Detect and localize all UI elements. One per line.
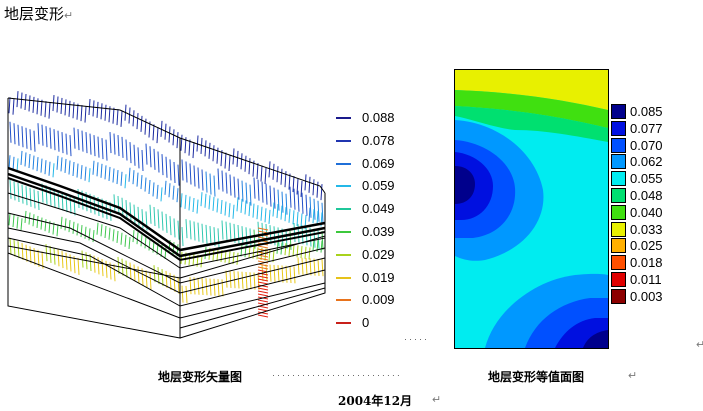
- legend-label: 0.039: [362, 224, 395, 239]
- block-wireframe: [7, 97, 326, 339]
- colorbar-label: 0.003: [630, 288, 663, 304]
- paragraph-mark: ↵: [64, 10, 74, 22]
- page-title: 地层变形↵: [4, 6, 73, 25]
- caption-right: 地层变形等值面图: [488, 370, 585, 384]
- vector-field: [8, 91, 324, 318]
- contour-band-033: [455, 70, 608, 110]
- legend-label: 0.029: [362, 246, 395, 262]
- colorbar-swatch: [611, 137, 626, 153]
- colorbar-swatch: [611, 204, 626, 220]
- colorbar-label: 0.040: [630, 204, 663, 220]
- paragraph-mark-right: ↵: [696, 339, 703, 351]
- colorbar-label: 0.011: [630, 272, 662, 287]
- colorbar-label: 0.048: [630, 188, 663, 203]
- colorbar-item: 0.077: [611, 120, 671, 136]
- legend-swatch-line: [336, 322, 351, 325]
- colorbar-item: 0.033: [611, 221, 671, 237]
- legend-label: 0.009: [362, 292, 395, 308]
- legend-swatch-line: [336, 253, 351, 256]
- colorbar-swatch: [611, 272, 626, 287]
- dot-leader: ·····: [404, 334, 429, 344]
- legend-label: 0.059: [362, 178, 395, 194]
- colorbar-label: 0.033: [630, 221, 663, 237]
- colorbar-swatch: [611, 154, 626, 170]
- caption-dot-leader: ··························: [272, 370, 402, 380]
- legend-label: 0.088: [362, 110, 395, 125]
- colorbar-item: 0.011: [611, 272, 671, 287]
- colorbar-swatch: [611, 188, 626, 203]
- legend-swatch-line: [336, 162, 351, 165]
- colorbar-item: 0.040: [611, 204, 671, 220]
- colorbar-item: 0.025: [611, 238, 671, 254]
- contour-band-040: [455, 90, 608, 128]
- legend-item: 0.029: [336, 246, 416, 262]
- colorbar-swatch: [611, 171, 626, 187]
- legend-label: 0.019: [362, 269, 395, 285]
- legend-item: 0.078: [336, 132, 416, 148]
- legend-item: 0.039: [336, 224, 416, 239]
- legend-item: 0.009: [336, 292, 416, 308]
- caption-left: 地层变形矢量图: [158, 370, 243, 384]
- legend-item: 0.019: [336, 269, 416, 285]
- legend-item: 0.088: [336, 110, 416, 125]
- colorbar-item: 0.055: [611, 171, 671, 187]
- colorbar-item: 0.085: [611, 104, 671, 119]
- legend-label: 0.049: [362, 201, 395, 217]
- colorbar-label: 0.018: [630, 255, 663, 271]
- colorbar-item: 0.018: [611, 255, 671, 271]
- colorbar-legend: 0.085 0.077 0.070 0.062 0.055 0.048 0.040 0.033…: [611, 104, 671, 314]
- colorbar-item: 0.070: [611, 137, 671, 153]
- legend-item: 0.069: [336, 155, 416, 171]
- colorbar-swatch: [611, 288, 626, 304]
- legend-swatch-line: [336, 117, 351, 119]
- legend-swatch-line: [336, 231, 351, 233]
- colorbar-label: 0.062: [630, 154, 663, 170]
- colorbar-label: 0.055: [630, 171, 663, 187]
- colorbar-item: 0.003: [611, 288, 671, 304]
- legend-swatch-line: [336, 139, 351, 142]
- colorbar-item: 0.048: [611, 188, 671, 203]
- legend-swatch-line: [336, 299, 351, 302]
- colorbar-label: 0.025: [630, 238, 663, 254]
- colorbar-label: 0.077: [630, 120, 663, 136]
- legend-swatch-line: [336, 208, 351, 211]
- caption-date: 2004年12月: [338, 394, 413, 408]
- colorbar-label: 0.085: [630, 104, 663, 119]
- paragraph-mark-date: ↵: [432, 394, 442, 406]
- colorbar-swatch: [611, 120, 626, 136]
- deformation-vector-figure: [7, 91, 326, 339]
- title-text: 地层变形: [4, 6, 65, 23]
- legend-label: 0.069: [362, 155, 395, 171]
- paragraph-mark-caption: ↵: [628, 370, 638, 382]
- colorbar-label: 0.070: [630, 137, 663, 153]
- legend-item: 0: [336, 315, 416, 331]
- colorbar-swatch: [611, 221, 626, 237]
- legend-swatch-line: [336, 276, 351, 279]
- legend-label: 0: [362, 315, 370, 331]
- colorbar-swatch: [611, 238, 626, 254]
- colorbar-item: 0.062: [611, 154, 671, 170]
- contour-band-048: [455, 106, 608, 142]
- colorbar-swatch: [611, 104, 626, 119]
- legend-item: 0.059: [336, 178, 416, 194]
- colorbar-swatch: [611, 255, 626, 271]
- contour-map: [454, 69, 609, 349]
- contour-left-085: [455, 166, 475, 204]
- contour-bottom-085: [583, 330, 608, 348]
- legend-label: 0.078: [362, 132, 395, 148]
- legend-swatch-line: [336, 185, 351, 188]
- legend-item: 0.049: [336, 201, 416, 217]
